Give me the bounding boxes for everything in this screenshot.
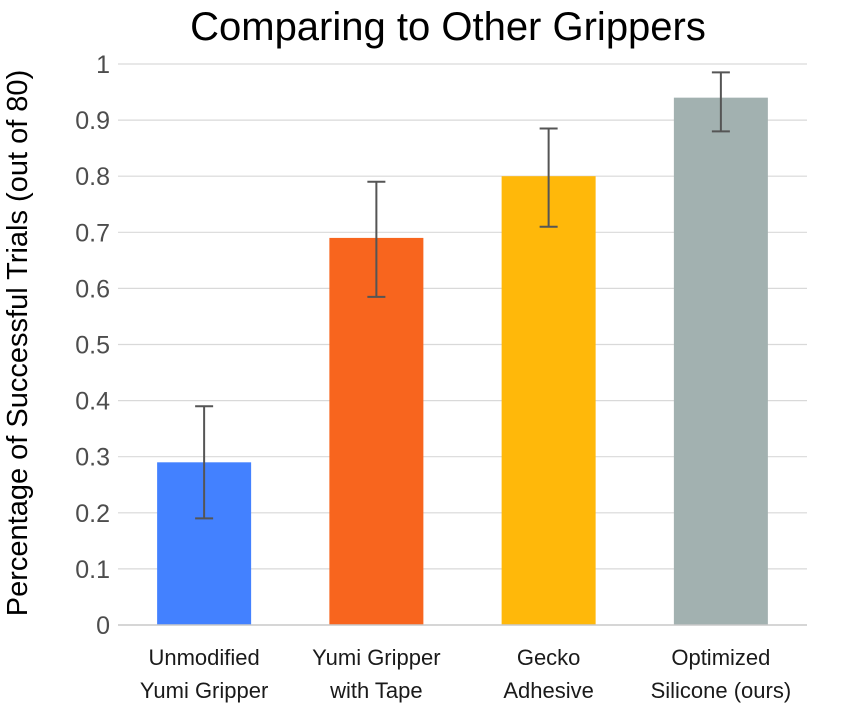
y-tick-label: 0.3 (75, 444, 110, 472)
y-tick-label: 1 (96, 51, 110, 79)
y-tick-label: 0.4 (75, 388, 110, 416)
x-tick-label: Silicone (ours) (651, 678, 792, 703)
error-bars (195, 71, 730, 520)
y-tick-label: 0.6 (75, 275, 110, 303)
x-tick-label: Yumi Gripper (140, 678, 268, 703)
y-tick-label: 0.5 (75, 332, 110, 360)
bar (329, 237, 424, 625)
x-tick-label: Gecko (517, 645, 581, 670)
y-tick-label: 0.7 (75, 219, 110, 247)
error-bar (195, 405, 214, 520)
x-tick-label: Yumi Gripper (312, 645, 440, 670)
chart-title: Comparing to Other Grippers (190, 5, 706, 49)
error-bar (711, 71, 730, 133)
x-tick-label: with Tape (329, 678, 423, 703)
x-tick-label: Unmodified (148, 645, 259, 670)
bar (501, 176, 596, 625)
error-bar (367, 180, 386, 298)
y-axis-label: Percentage of Successful Trials (out of … (2, 70, 34, 616)
y-tick-label: 0.8 (75, 163, 110, 191)
bar (673, 97, 768, 625)
y-tick-label: 0.1 (75, 556, 110, 584)
x-tick-label: Adhesive (503, 678, 594, 703)
x-tick-label: Optimized (671, 645, 770, 670)
y-tick-label: 0.2 (75, 500, 110, 528)
y-tick-labels: 0 0.1 0.2 0.3 0.4 0.5 0.6 0.7 0.8 0.9 1 (75, 51, 110, 640)
error-bar (539, 127, 558, 228)
x-tick-labels: Unmodified Yumi Gripper Yumi Gripper with T… (140, 645, 791, 703)
y-tick-label: 0.9 (75, 107, 110, 135)
y-tick-label: 0 (96, 612, 110, 640)
